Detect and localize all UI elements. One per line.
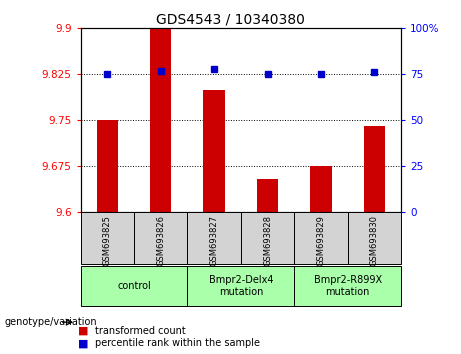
Text: percentile rank within the sample: percentile rank within the sample: [95, 338, 260, 348]
Text: genotype/variation: genotype/variation: [5, 317, 97, 327]
Bar: [203, 90, 225, 212]
Bar: [81, 266, 188, 306]
Text: transformed count: transformed count: [95, 326, 185, 336]
Text: GSM693828: GSM693828: [263, 215, 272, 266]
Text: GSM693830: GSM693830: [370, 215, 379, 266]
Bar: [348, 212, 401, 264]
Bar: [294, 212, 348, 264]
Text: GSM693826: GSM693826: [156, 215, 165, 266]
Text: Bmpr2-Delx4
mutation: Bmpr2-Delx4 mutation: [209, 275, 273, 297]
Bar: [150, 28, 171, 212]
Text: GSM693825: GSM693825: [103, 215, 112, 266]
Bar: [241, 212, 294, 264]
Text: ■: ■: [78, 326, 89, 336]
Bar: [188, 212, 241, 264]
Bar: [188, 266, 294, 306]
Bar: [81, 212, 134, 264]
Bar: [257, 179, 278, 212]
Bar: [134, 212, 188, 264]
Bar: [310, 166, 331, 212]
Bar: [294, 266, 401, 306]
Text: GSM693829: GSM693829: [316, 215, 325, 266]
Text: GSM693827: GSM693827: [210, 215, 219, 266]
Text: Bmpr2-R899X
mutation: Bmpr2-R899X mutation: [313, 275, 382, 297]
Bar: [97, 120, 118, 212]
Text: ■: ■: [78, 338, 89, 348]
Bar: [364, 126, 385, 212]
Text: control: control: [117, 281, 151, 291]
Text: GDS4543 / 10340380: GDS4543 / 10340380: [156, 12, 305, 27]
